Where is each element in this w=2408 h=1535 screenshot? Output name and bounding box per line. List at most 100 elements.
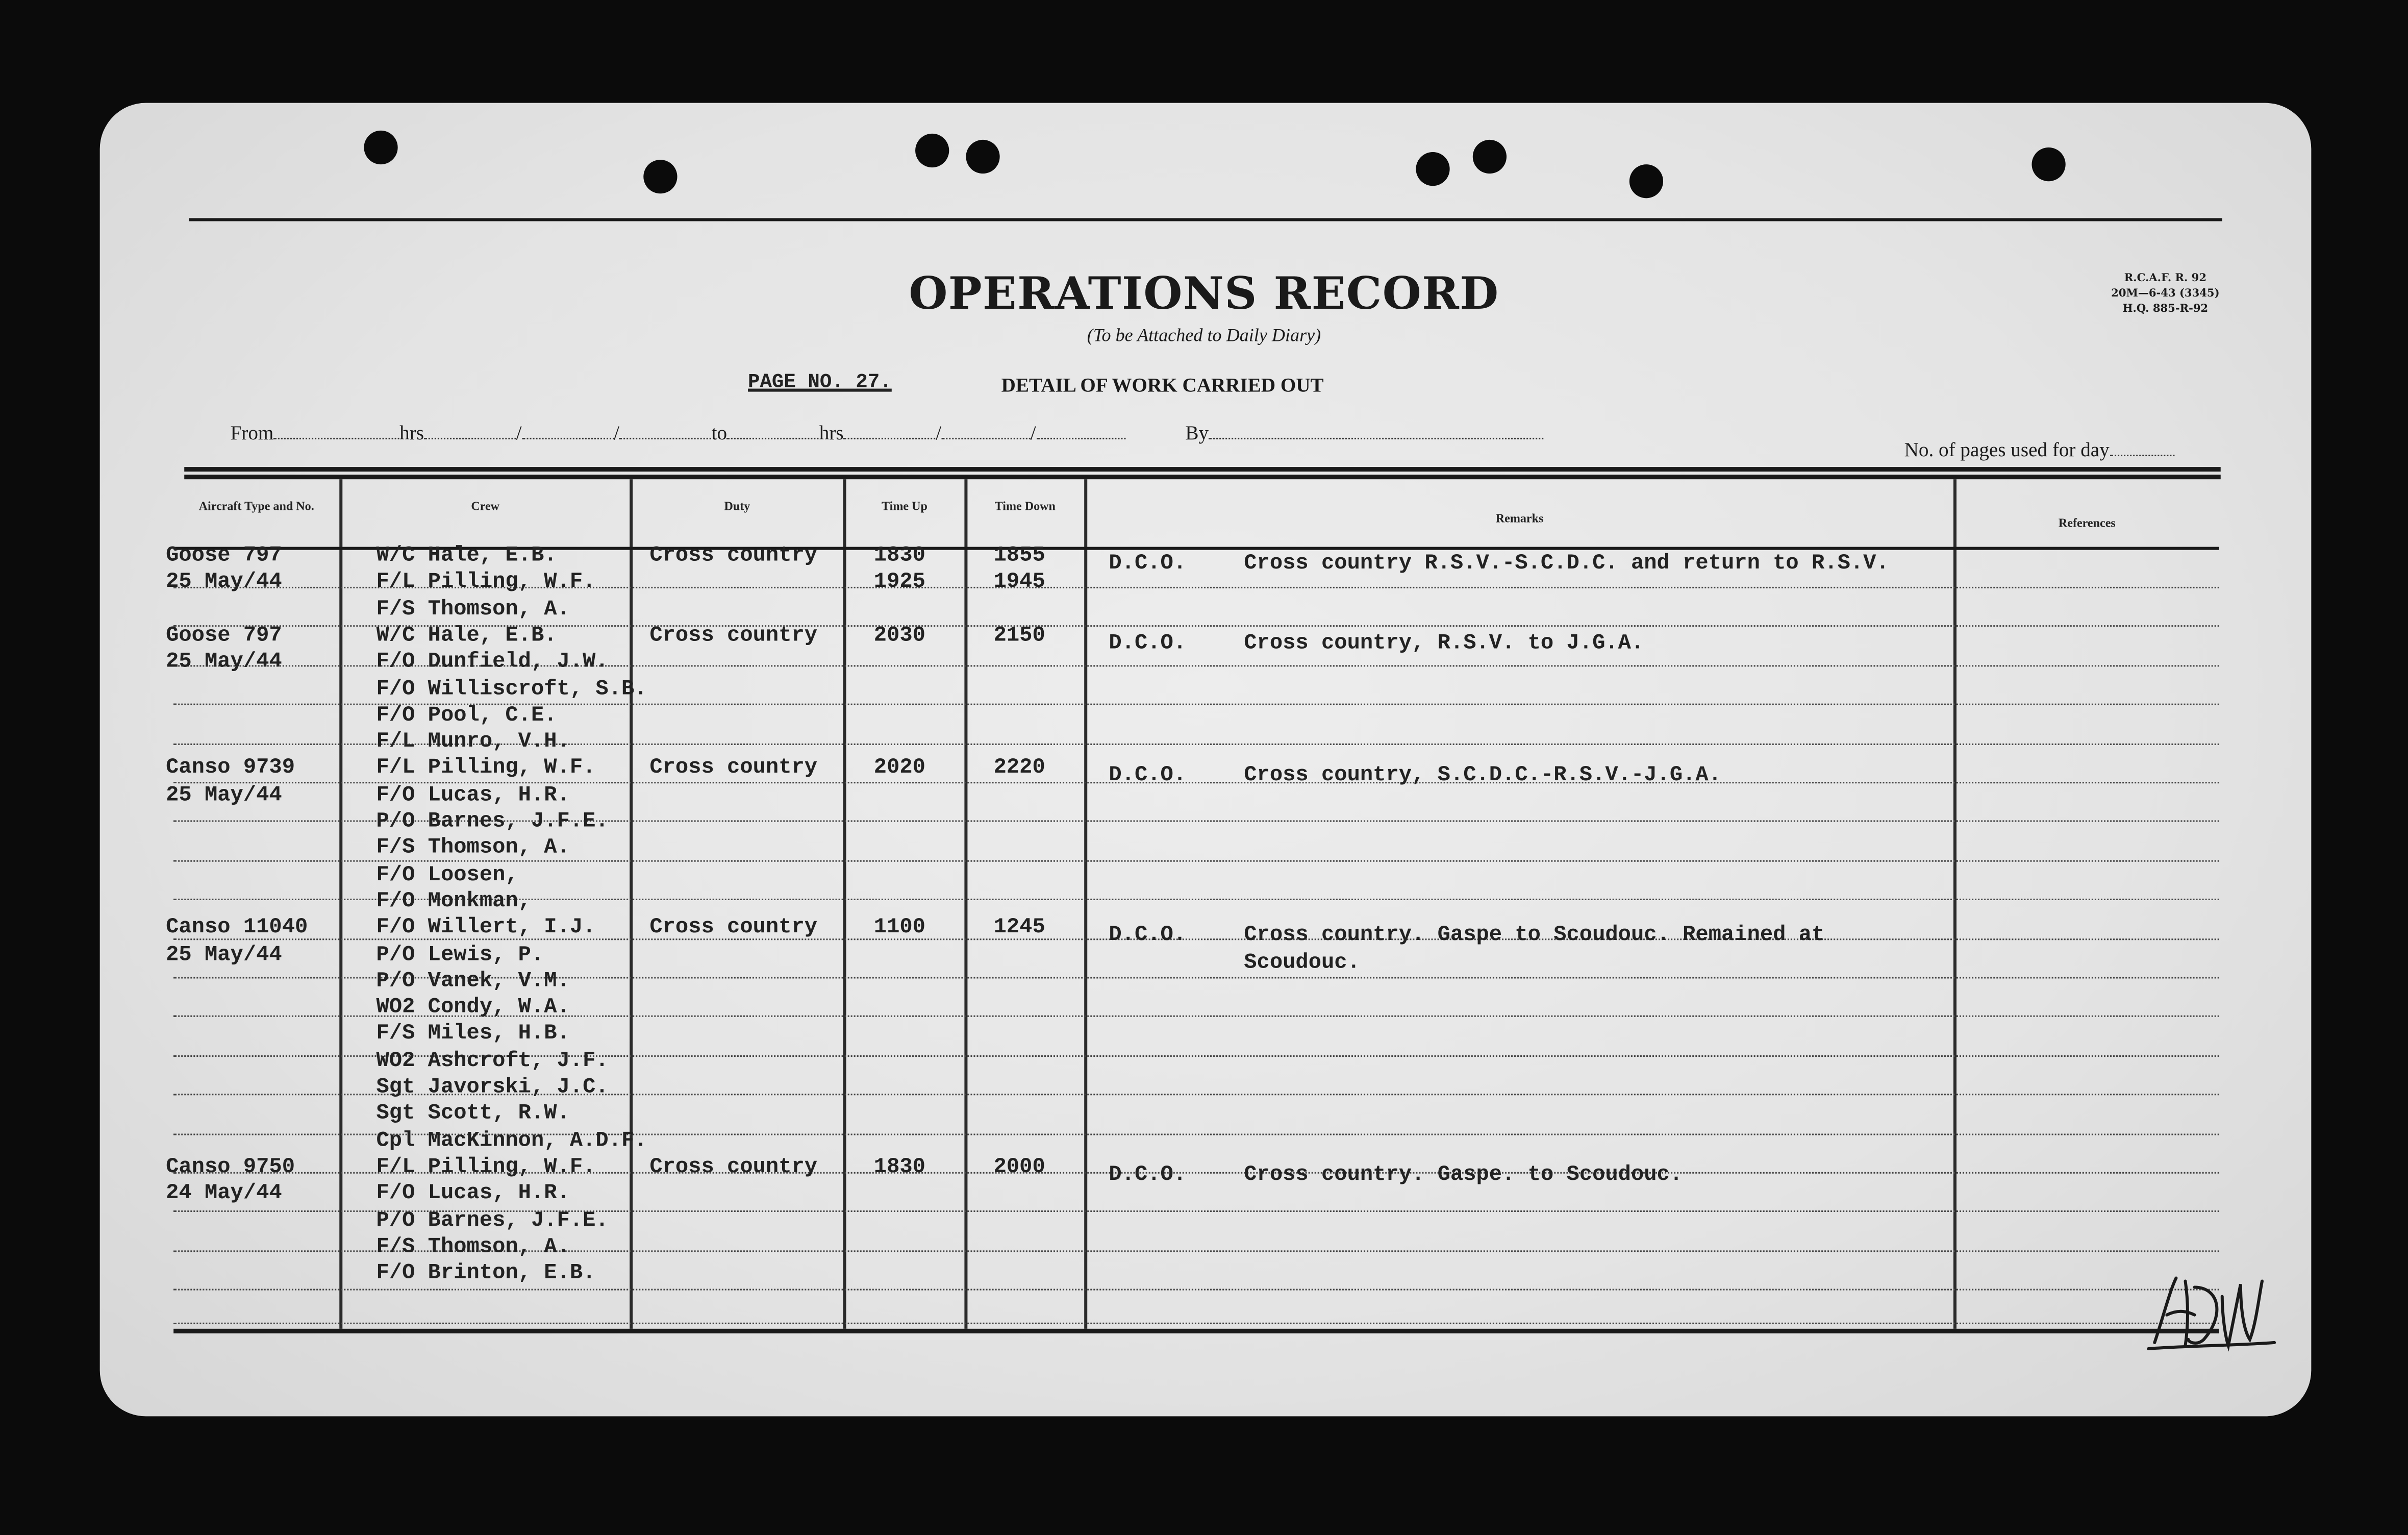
crew-member: Cpl MacKinnon, A.D.F. — [376, 1128, 647, 1153]
dotted-rule — [173, 1094, 2219, 1096]
punch-hole — [915, 133, 949, 168]
crew-member: F/L Pilling, W.F. — [376, 570, 596, 595]
crew-member: F/O Loosen, — [376, 862, 518, 887]
dotted-rule — [173, 821, 2219, 823]
remarks-text: Cross country. Gaspe. to Scoudouc. — [1244, 1162, 1683, 1187]
top-rule — [189, 218, 2222, 221]
column-divider — [964, 479, 967, 1329]
column-divider — [339, 479, 342, 1329]
punch-hole — [1416, 152, 1450, 186]
time-down: 2220 — [993, 756, 1045, 781]
dotted-rule — [173, 1016, 2219, 1018]
form-subtitle: (To be Attached to Daily Diary) — [1087, 324, 1321, 346]
time-up: 2020 — [873, 756, 925, 781]
time-down: 1855 — [993, 543, 1045, 568]
remarks-dco: D.C.O. — [1109, 631, 1187, 656]
crew-member: Sgt Scott, R.W. — [376, 1102, 570, 1127]
form-card — [99, 103, 2312, 1417]
crew-member: F/O Williscroft, S.B. — [376, 676, 647, 702]
crew-member: F/O Brinton, E.B. — [376, 1261, 596, 1286]
remarks-text: Cross country. Gaspe to Scoudouc. Remain… — [1244, 923, 1825, 948]
double-rule — [184, 475, 2221, 480]
column-divider — [630, 479, 632, 1329]
aircraft-type-number: Canso 9739 — [166, 756, 295, 781]
time-up: 1830 — [873, 543, 925, 568]
time-down: 2000 — [993, 1155, 1045, 1180]
aircraft-type-number: Goose 797 — [166, 623, 282, 648]
dotted-rule — [173, 586, 2219, 588]
remarks-text: Cross country R.S.V.-S.C.D.C. and return… — [1244, 551, 1889, 576]
column-header-duty: Duty — [724, 499, 750, 513]
form-code: R.C.A.F. R. 92 — [2124, 270, 2207, 284]
from-to-line: From hrs / / to hrs / / By — [231, 421, 1544, 445]
crew-member: F/S Miles, H.B. — [376, 1022, 570, 1047]
remarks-dco: D.C.O. — [1109, 923, 1187, 948]
hrs-label: hrs — [819, 420, 844, 444]
time-up: 1925 — [873, 570, 925, 595]
crew-member: W/C Hale, E.B. — [376, 623, 557, 648]
column-header-crew: Crew — [471, 499, 500, 513]
dotted-rule — [173, 1289, 2219, 1291]
aircraft-type-number: Goose 797 — [166, 543, 282, 568]
remarks-text: Cross country, R.S.V. to J.G.A. — [1244, 631, 1644, 656]
crew-member: F/O Lucas, H.R. — [376, 1181, 570, 1206]
pages-used-line: No. of pages used for day — [1904, 438, 2174, 462]
flight-date: 25 May/44 — [166, 942, 282, 967]
punch-hole — [643, 160, 678, 194]
aircraft-type-number: Canso 11040 — [166, 915, 308, 940]
crew-member: P/O Vanek, V.M. — [376, 969, 570, 994]
column-header-remarks: Remarks — [1495, 511, 1544, 526]
duty: Cross country — [649, 623, 818, 648]
pages-label: No. of pages used for day — [1904, 437, 2110, 461]
duty: Cross country — [649, 915, 818, 940]
column-header-aircraft: Aircraft Type and No. — [198, 499, 314, 513]
dotted-rule — [173, 977, 2219, 979]
remarks-dco: D.C.O. — [1109, 1162, 1187, 1187]
punch-hole — [1629, 164, 1664, 199]
duty: Cross country — [649, 543, 818, 568]
aircraft-type-number: Canso 9750 — [166, 1155, 295, 1180]
dotted-rule — [173, 860, 2219, 862]
remarks-dco: D.C.O. — [1109, 764, 1187, 789]
remarks-text: Scoudouc. — [1244, 950, 1360, 975]
double-rule — [184, 467, 2221, 472]
crew-member: F/L Pilling, W.F. — [376, 756, 596, 781]
crew-member: F/S Thomson, A. — [376, 1234, 570, 1259]
handwritten-initials-signature — [2147, 1276, 2276, 1352]
column-divider — [1953, 479, 1956, 1329]
punch-hole — [1472, 139, 1507, 174]
flight-date: 25 May/44 — [166, 650, 282, 675]
column-header-time-up: Time Up — [882, 499, 927, 513]
crew-member: F/S Thomson, A. — [376, 836, 570, 861]
crew-member: P/O Lewis, P. — [376, 942, 544, 967]
time-down: 1945 — [993, 570, 1045, 595]
crew-member: P/O Barnes, J.F.E. — [376, 809, 609, 834]
flight-date: 25 May/44 — [166, 783, 282, 808]
crew-member: F/O Willert, I.J. — [376, 915, 596, 940]
crew-member: F/L Munro, V.H. — [376, 730, 570, 755]
crew-member: F/O Lucas, H.R. — [376, 783, 570, 808]
time-up: 1830 — [873, 1155, 925, 1180]
crew-member: P/O Barnes, J.F.E. — [376, 1208, 609, 1233]
time-up: 1100 — [873, 915, 925, 940]
form-code: H.Q. 885-R-92 — [2122, 301, 2209, 315]
to-label: to — [711, 420, 728, 444]
crew-member: F/S Thomson, A. — [376, 597, 570, 622]
punch-hole — [2031, 147, 2066, 182]
hrs-label: hrs — [399, 420, 424, 444]
dotted-rule — [173, 1172, 2219, 1174]
crew-member: F/O Pool, C.E. — [376, 703, 557, 728]
crew-member: W/C Hale, E.B. — [376, 543, 557, 568]
dotted-rule — [173, 626, 2219, 628]
by-label: By — [1185, 420, 1209, 444]
dotted-rule — [173, 1055, 2219, 1057]
crew-member: WO2 Ashcroft, J.F. — [376, 1049, 609, 1074]
dotted-rule — [173, 899, 2219, 901]
column-header-time-down: Time Down — [994, 499, 1056, 513]
time-up: 2030 — [873, 623, 925, 648]
dotted-rule — [173, 742, 2219, 745]
column-header-references: References — [2058, 516, 2116, 530]
from-label: From — [230, 420, 274, 444]
duty: Cross country — [649, 756, 818, 781]
